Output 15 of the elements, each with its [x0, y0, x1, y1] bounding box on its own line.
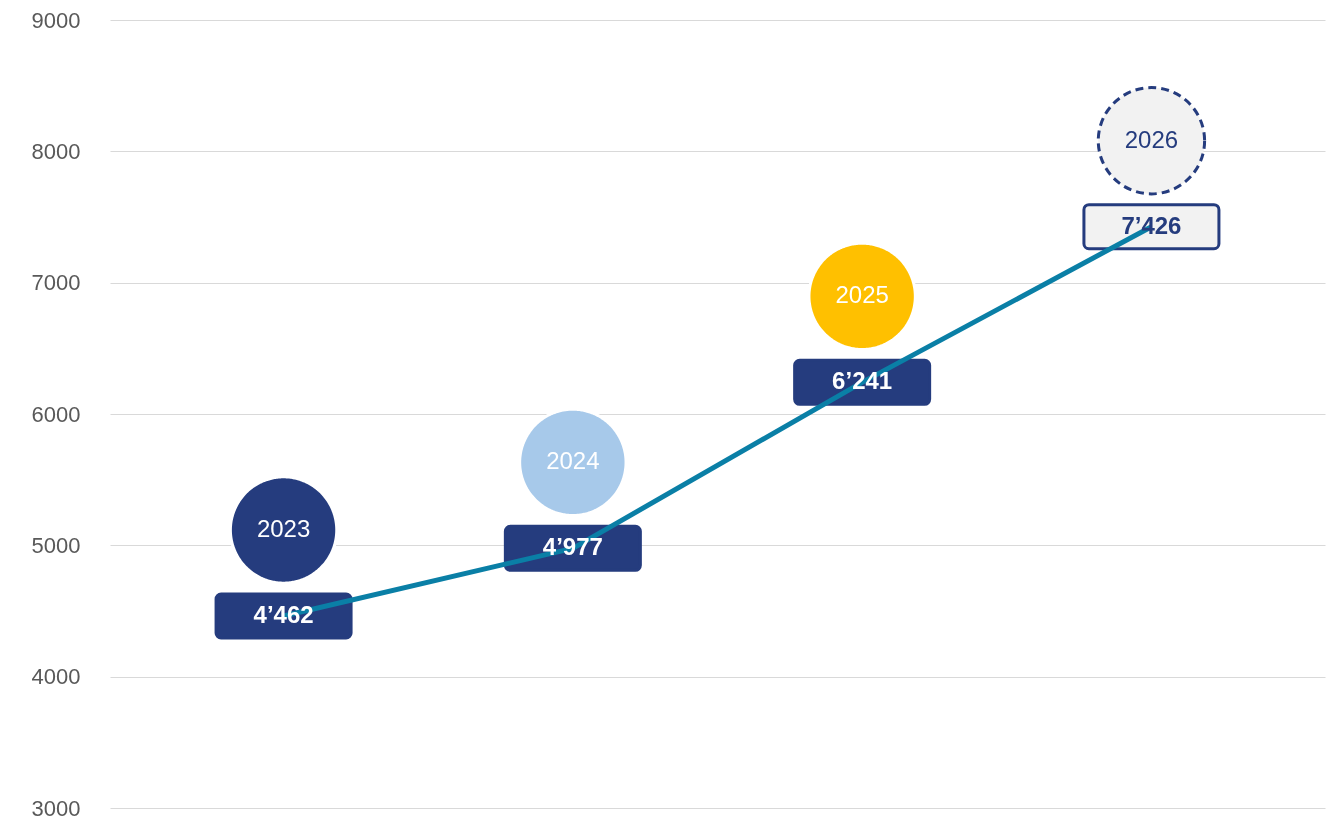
text: 4’977 — [542, 533, 603, 561]
y-tick-label: 6000 — [31, 401, 81, 427]
y-tick-label: 5000 — [31, 532, 81, 558]
y-tick-label: 9000 — [31, 7, 81, 33]
y-tick-label: 8000 — [31, 138, 81, 164]
text: 7’426 — [1121, 211, 1182, 239]
y-tick-label: 3000 — [31, 795, 81, 820]
text: 4’462 — [253, 600, 314, 628]
x-tick-label: 2024 — [546, 447, 600, 475]
x-tick-label: 2025 — [835, 281, 889, 309]
x-tick-label: 2026 — [1124, 125, 1179, 153]
text: 6’241 — [832, 367, 893, 395]
y-tick-label: 7000 — [31, 270, 81, 296]
y-tick-label: 4000 — [31, 664, 81, 690]
x-tick-label: 2023 — [256, 514, 311, 542]
